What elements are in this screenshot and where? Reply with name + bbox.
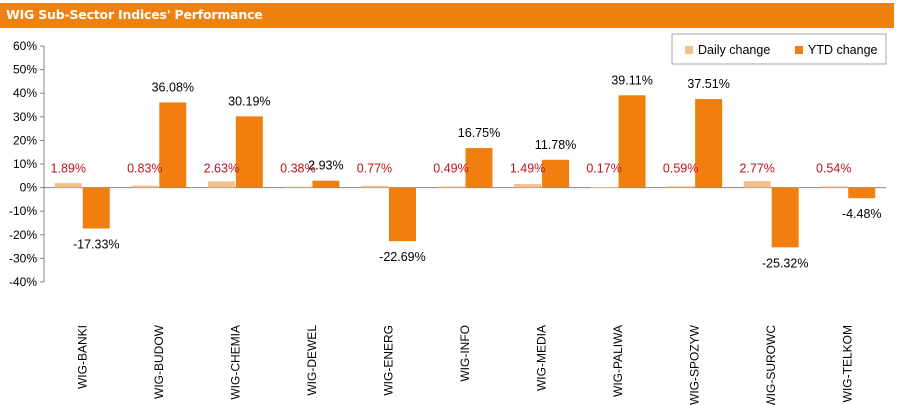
category-label: WIG-INFO <box>458 325 472 382</box>
y-tick-label: 60% <box>13 39 37 53</box>
daily-change-label: 1.89% <box>51 162 86 176</box>
category-label: WIG-BANKI <box>75 325 89 389</box>
daily-change-bar <box>743 181 771 188</box>
ytd-change-bar <box>695 99 723 188</box>
daily-change-bar <box>437 186 465 188</box>
ytd-change-bar <box>235 116 263 188</box>
ytd-change-bar <box>848 187 876 199</box>
legend-box <box>671 33 887 65</box>
daily-change-label: 2.77% <box>739 162 774 176</box>
y-tick-label: 10% <box>13 157 37 171</box>
ytd-change-bar <box>618 95 646 188</box>
daily-change-bar <box>820 186 848 188</box>
daily-change-label: 0.59% <box>663 162 698 176</box>
daily-change-label: 0.54% <box>816 162 851 176</box>
ytd-change-label: 2.93% <box>308 159 343 173</box>
ytd-change-bar <box>542 159 570 188</box>
bar-chart: 60% 50% 40% 30% 20% 10% 0% -10% -20% -30% -40% 1.89… <box>9 33 887 405</box>
category-label: WIG-BUDOW <box>152 324 166 399</box>
daily-change-bar <box>131 185 159 188</box>
y-tick-label: -30% <box>9 251 37 265</box>
ytd-change-bar <box>771 187 799 248</box>
daily-change-bar <box>514 184 542 188</box>
y-tick-label: 40% <box>13 86 37 100</box>
ytd-change-bar <box>82 187 110 229</box>
daily-change-label: 0.38% <box>280 162 315 176</box>
y-tick-label: 20% <box>13 133 37 147</box>
y-tick-label: 0% <box>20 181 38 195</box>
daily-change-bar <box>667 186 695 188</box>
y-tick-label: -40% <box>9 275 37 289</box>
y-tick-label: -20% <box>9 228 37 242</box>
legend-label-ytd: YTD change <box>808 43 878 57</box>
daily-change-label: 0.83% <box>127 162 162 176</box>
ytd-change-label: 37.51% <box>687 77 729 91</box>
ytd-change-bar <box>388 187 416 242</box>
ytd-change-label: 39.11% <box>611 73 652 87</box>
daily-change-bar <box>207 181 235 188</box>
category-label: WIG-SPOZYW <box>688 324 702 405</box>
ytd-change-label: -17.33% <box>73 237 120 251</box>
category-label: WIG-MEDIA <box>535 325 549 391</box>
ytd-change-label: 36.08% <box>152 80 194 94</box>
ytd-change-bar <box>312 180 340 188</box>
ytd-change-bar <box>159 102 187 188</box>
daily-change-label: 0.49% <box>433 162 468 176</box>
category-label: WIG-DEWEL <box>305 325 319 396</box>
ytd-change-label: -22.69% <box>379 250 426 264</box>
ytd-change-label: -25.32% <box>762 256 809 270</box>
ytd-change-bar <box>465 148 493 188</box>
title-bar: WIG Sub-Sector Indices' Performance <box>0 3 894 28</box>
daily-change-bar <box>360 185 388 188</box>
daily-change-bar <box>590 187 618 188</box>
category-label: WIG-PALIWA <box>611 325 625 397</box>
ytd-change-label: -4.48% <box>842 207 882 221</box>
ytd-change-label: 30.19% <box>228 94 270 108</box>
chart-title: WIG Sub-Sector Indices' Performance <box>6 7 263 22</box>
daily-change-label: 0.77% <box>357 162 392 176</box>
daily-change-bar <box>54 183 82 188</box>
daily-change-label: 0.17% <box>586 162 621 176</box>
category-label: WIG-SUROWC <box>764 325 778 405</box>
legend-swatch-ytd <box>795 46 803 54</box>
y-tick-label: -10% <box>9 204 37 218</box>
daily-change-label: 1.49% <box>510 162 545 176</box>
category-label: WIG-ENERG <box>381 325 395 396</box>
ytd-change-label: 11.78% <box>535 138 576 152</box>
daily-change-label: 2.63% <box>204 162 239 176</box>
daily-change-bar <box>284 186 312 188</box>
category-label: WIG-CHEMIA <box>228 325 242 400</box>
legend-swatch-daily <box>685 46 693 54</box>
y-tick-label: 50% <box>13 63 37 77</box>
legend-label-daily: Daily change <box>698 43 770 57</box>
y-tick-label: 30% <box>13 110 37 124</box>
category-label: WIG-TELKOM <box>841 325 855 402</box>
ytd-change-label: 16.75% <box>458 126 500 140</box>
